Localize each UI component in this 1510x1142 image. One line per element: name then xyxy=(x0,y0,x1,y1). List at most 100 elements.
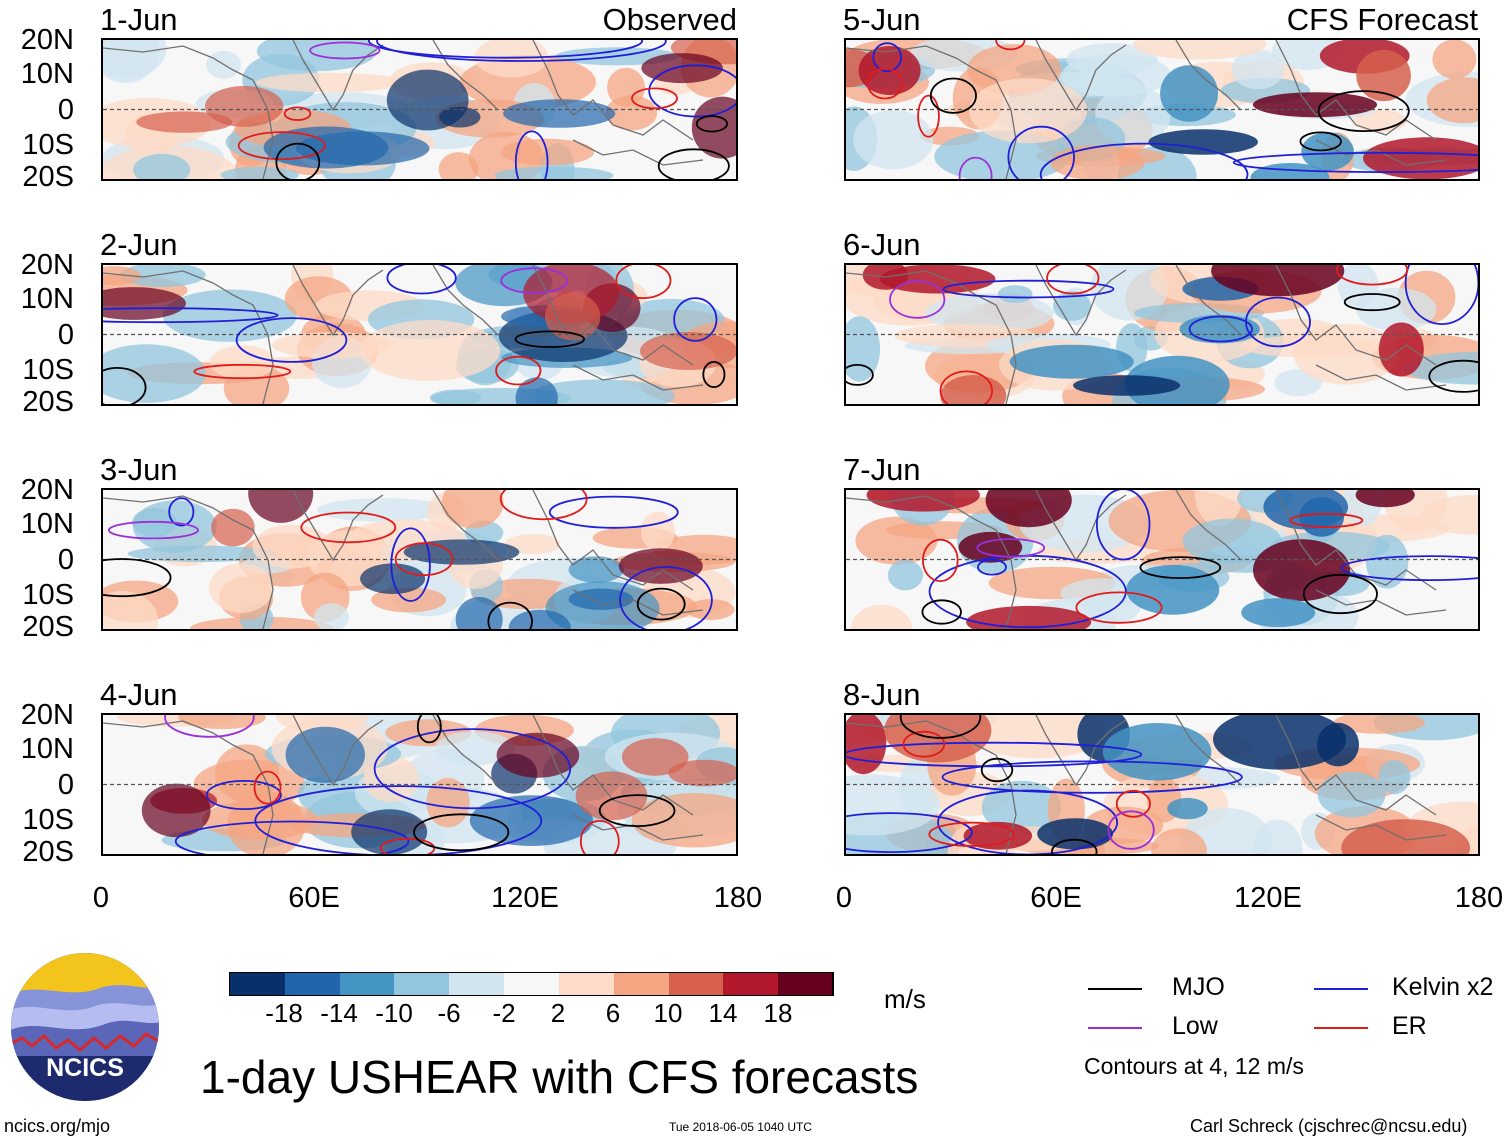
shear-anomaly-blob xyxy=(441,490,504,529)
lat-label: 10N xyxy=(20,58,74,90)
lat-label: 10S xyxy=(22,129,74,161)
shear-anomaly-blob xyxy=(925,293,1054,333)
wave-contour xyxy=(872,42,903,73)
colorbar-swatch xyxy=(668,973,725,995)
wave-contour xyxy=(1039,142,1249,179)
shear-anomaly-core xyxy=(1378,322,1424,377)
wave-contour xyxy=(702,361,726,389)
cfs-forecast-label: CFS Forecast xyxy=(1286,2,1478,37)
lat-label: 20S xyxy=(22,161,74,193)
wave-contour xyxy=(283,106,312,121)
shear-anomaly-blob xyxy=(855,516,938,565)
coastline xyxy=(1315,139,1447,166)
wave-contour xyxy=(1096,490,1151,561)
colorbar-swatch xyxy=(449,973,506,995)
shear-anomaly-blob xyxy=(103,344,206,403)
shear-anomaly-blob xyxy=(853,109,934,170)
legend-label-low: Low xyxy=(1172,1012,1218,1040)
wave-contour xyxy=(929,77,977,114)
author-credit: Carl Schreck (cjschrec@ncsu.edu) xyxy=(1190,1116,1468,1136)
shear-anomaly-blob xyxy=(1090,265,1169,321)
panel-title-6: 6-Jun xyxy=(843,227,921,262)
lat-label: 10S xyxy=(22,579,74,611)
lon-label: 0 xyxy=(92,882,110,914)
figure-title: 1-day USHEAR with CFS forecasts xyxy=(200,1051,919,1103)
shear-anomaly-core xyxy=(1253,539,1351,601)
wave-contour xyxy=(598,794,676,827)
coastline xyxy=(432,265,499,336)
colorbar-tick: -6 xyxy=(437,998,461,1028)
shear-anomaly-blob xyxy=(1378,760,1411,795)
wave-contour xyxy=(309,41,381,60)
shear-anomaly-core xyxy=(386,69,469,131)
wave-contour xyxy=(1232,152,1478,173)
shear-anomaly-blob xyxy=(426,778,470,828)
colorbar-tick: 10 xyxy=(653,998,683,1028)
coastline xyxy=(292,490,384,562)
shear-anomaly-core xyxy=(641,53,723,84)
shear-anomaly-core xyxy=(1363,137,1478,179)
wave-contour xyxy=(866,67,903,100)
map-panel-5-jun xyxy=(844,38,1480,181)
shear-anomaly-core xyxy=(295,131,430,166)
shear-anomaly-core xyxy=(879,265,996,294)
shear-anomaly-core xyxy=(141,783,211,838)
coastline xyxy=(103,45,274,179)
website-link[interactable]: ncics.org/mjo xyxy=(4,1116,111,1136)
wave-contour xyxy=(1188,315,1253,343)
observed-label: Observed xyxy=(602,2,737,37)
map-panel-6-jun xyxy=(844,263,1480,406)
map-canvas xyxy=(103,265,736,404)
lat-label: 10S xyxy=(22,804,74,836)
coastline xyxy=(1035,265,1127,337)
shear-anomaly-blob xyxy=(103,266,141,286)
shear-anomaly-core xyxy=(351,809,428,854)
map-canvas xyxy=(103,715,736,854)
shear-anomaly-core xyxy=(1160,65,1219,122)
shear-anomaly-core xyxy=(1341,819,1471,854)
wave-contour xyxy=(1343,293,1401,312)
wave-contour xyxy=(1404,265,1478,325)
shear-anomaly-core xyxy=(1317,722,1359,767)
legend-label-kelvin: Kelvin x2 xyxy=(1392,973,1494,1001)
shear-anomaly-blob xyxy=(162,289,297,342)
shear-anomaly-blob xyxy=(1133,40,1267,60)
wave-contour xyxy=(1007,125,1075,179)
shear-anomaly-blob xyxy=(846,774,941,836)
wave-contour xyxy=(631,87,678,110)
legend-line-er xyxy=(1314,1027,1368,1029)
colorbar-swatch xyxy=(504,973,560,995)
wave-contour xyxy=(846,741,1143,768)
coastline xyxy=(572,814,704,841)
wave-contour xyxy=(899,715,982,739)
lat-label: 10S xyxy=(22,354,74,386)
coastline xyxy=(292,715,384,787)
wave-contour xyxy=(1075,591,1163,624)
shear-anomaly-blob xyxy=(969,715,1106,759)
coastline xyxy=(1035,40,1127,112)
shear-anomaly-blob xyxy=(605,95,658,131)
wave-contour xyxy=(499,490,588,521)
shear-anomaly-blob xyxy=(313,603,349,629)
wave-contour xyxy=(980,757,1014,783)
lon-label: 0 xyxy=(835,882,853,914)
colorbar-swatch xyxy=(230,973,286,995)
wave-contour xyxy=(193,363,292,380)
wave-contour xyxy=(1115,789,1151,818)
wave-contour xyxy=(394,542,454,577)
shear-anomaly-blob xyxy=(887,559,923,591)
coastline xyxy=(103,270,274,404)
colorbar-swatch xyxy=(284,973,341,995)
wave-contour xyxy=(1428,359,1478,393)
shear-anomaly-core xyxy=(1213,715,1347,770)
shear-anomaly-core xyxy=(668,759,736,787)
wave-contour xyxy=(495,355,542,386)
wave-contour xyxy=(976,538,1046,558)
map-canvas xyxy=(846,715,1478,854)
shear-anomaly-core xyxy=(640,332,736,370)
panel-title-4: 4-Jun xyxy=(100,677,178,712)
map-canvas xyxy=(103,490,736,629)
wave-contour xyxy=(107,520,199,540)
shear-anomaly-blob xyxy=(1050,145,1145,179)
lat-label: 0 xyxy=(57,769,74,801)
